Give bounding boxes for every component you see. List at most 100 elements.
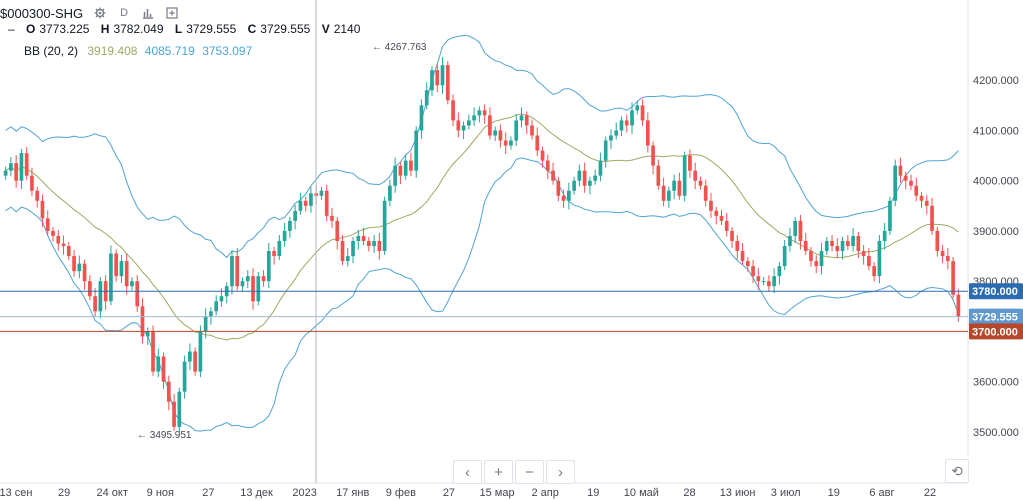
candle-body — [266, 251, 271, 282]
candle-body — [540, 150, 545, 161]
add-indicator-icon[interactable] — [165, 6, 179, 20]
candle-body — [340, 240, 345, 262]
candle-body — [619, 120, 624, 131]
candle-body — [777, 266, 782, 277]
candle-body — [145, 331, 150, 337]
candle-body — [477, 110, 482, 116]
reset-chart-button[interactable]: ⟲ — [945, 459, 969, 483]
candle-body — [382, 200, 387, 252]
candle-body — [14, 163, 19, 181]
candle-body — [730, 230, 734, 241]
zoom-out-button[interactable]: − — [515, 460, 544, 484]
candle-body — [309, 193, 313, 206]
bb-mid-value: 3919.408 — [87, 44, 138, 58]
candle-body — [356, 235, 361, 241]
scroll-right-button[interactable]: › — [546, 460, 575, 484]
candle-body — [635, 105, 640, 111]
candle-body — [398, 165, 403, 176]
x-tick-label: 13 сен — [0, 487, 32, 499]
candle-body — [9, 163, 13, 171]
bb-legend[interactable]: BB (20, 2) 3919.408 4085.719 3753.097 — [24, 44, 252, 58]
candle-body — [203, 316, 208, 332]
candle-body — [430, 70, 434, 91]
candle-body — [193, 351, 197, 372]
candle-body — [451, 100, 455, 121]
candle-body — [803, 240, 808, 252]
candle-body — [435, 70, 440, 86]
candle-body — [893, 165, 898, 201]
candle-body — [30, 175, 34, 191]
x-tick-label: 27 — [202, 487, 214, 499]
candle-body — [261, 276, 266, 282]
candle-body — [703, 185, 708, 201]
candle-body — [456, 120, 461, 131]
candle-body — [940, 251, 945, 257]
x-tick-label: 2 апр — [531, 487, 558, 499]
candle-body — [698, 180, 703, 186]
bar-chart-icon[interactable] — [141, 6, 155, 20]
candle-body — [851, 235, 855, 247]
candle-body — [814, 261, 819, 267]
candle-body — [772, 276, 776, 287]
interval-label[interactable]: D — [120, 7, 129, 19]
candle-body — [935, 230, 940, 252]
open-value: 3773.225 — [39, 22, 90, 36]
candle-body — [782, 246, 787, 267]
zoom-in-button[interactable]: + — [484, 460, 513, 484]
candle-body — [756, 276, 761, 282]
candle-body — [330, 215, 334, 221]
high-key: H — [100, 22, 110, 36]
candle-body — [661, 185, 666, 201]
y-tick-label: 3900.000 — [973, 226, 1019, 238]
candle-body — [293, 210, 297, 221]
candle-body — [219, 296, 224, 302]
candle-body — [82, 263, 87, 282]
candle-body — [793, 220, 798, 236]
candle-body — [745, 261, 750, 267]
bb-upper-line — [5, 34, 959, 259]
candle-body — [914, 185, 919, 196]
candle-body — [140, 306, 145, 337]
candle-body — [567, 190, 571, 201]
gear-icon[interactable] — [93, 6, 107, 20]
candle-body — [824, 240, 829, 252]
candle-body — [514, 120, 519, 141]
candle-body — [351, 240, 355, 257]
candle-body — [693, 170, 698, 181]
candle-body — [119, 261, 124, 277]
candle-body — [509, 140, 513, 146]
candle-body — [388, 185, 392, 201]
y-tick-label: 3600.000 — [973, 377, 1019, 389]
candle-body — [503, 140, 508, 146]
x-tick-label: 9 фев — [386, 487, 416, 499]
candle-body — [51, 230, 55, 236]
volume-value: 2140 — [333, 22, 361, 36]
candle-body — [956, 294, 961, 317]
scroll-left-button[interactable]: ‹ — [453, 460, 482, 484]
price-tag — [969, 308, 1023, 325]
bb-upper-value: 4085.719 — [144, 44, 195, 58]
candle-body — [719, 215, 724, 221]
candle-body — [440, 65, 445, 86]
x-tick-label: 19 — [828, 487, 840, 499]
candle-body — [830, 240, 834, 247]
candle-body — [40, 200, 45, 219]
candle-body — [19, 153, 24, 181]
candle-body — [709, 200, 713, 211]
high-value: 3782.049 — [113, 22, 164, 36]
bb-lower-line — [5, 157, 959, 432]
candle-body — [667, 190, 671, 201]
candle-body — [188, 351, 192, 362]
x-tick-label: 6 авг — [869, 487, 894, 499]
candle-body — [672, 180, 676, 191]
candle-body — [903, 175, 908, 181]
ohlc-legend: – O 3773.225 H 3782.049 L 3729.555 C 3729.55… — [8, 22, 360, 36]
candle-body — [282, 230, 287, 241]
candle-body — [788, 235, 792, 247]
candle-body — [551, 170, 555, 181]
candle-body — [345, 256, 350, 262]
candle-body — [714, 210, 719, 216]
symbol-name[interactable]: $000300-SHG — [0, 5, 84, 21]
candle-body — [882, 230, 887, 241]
